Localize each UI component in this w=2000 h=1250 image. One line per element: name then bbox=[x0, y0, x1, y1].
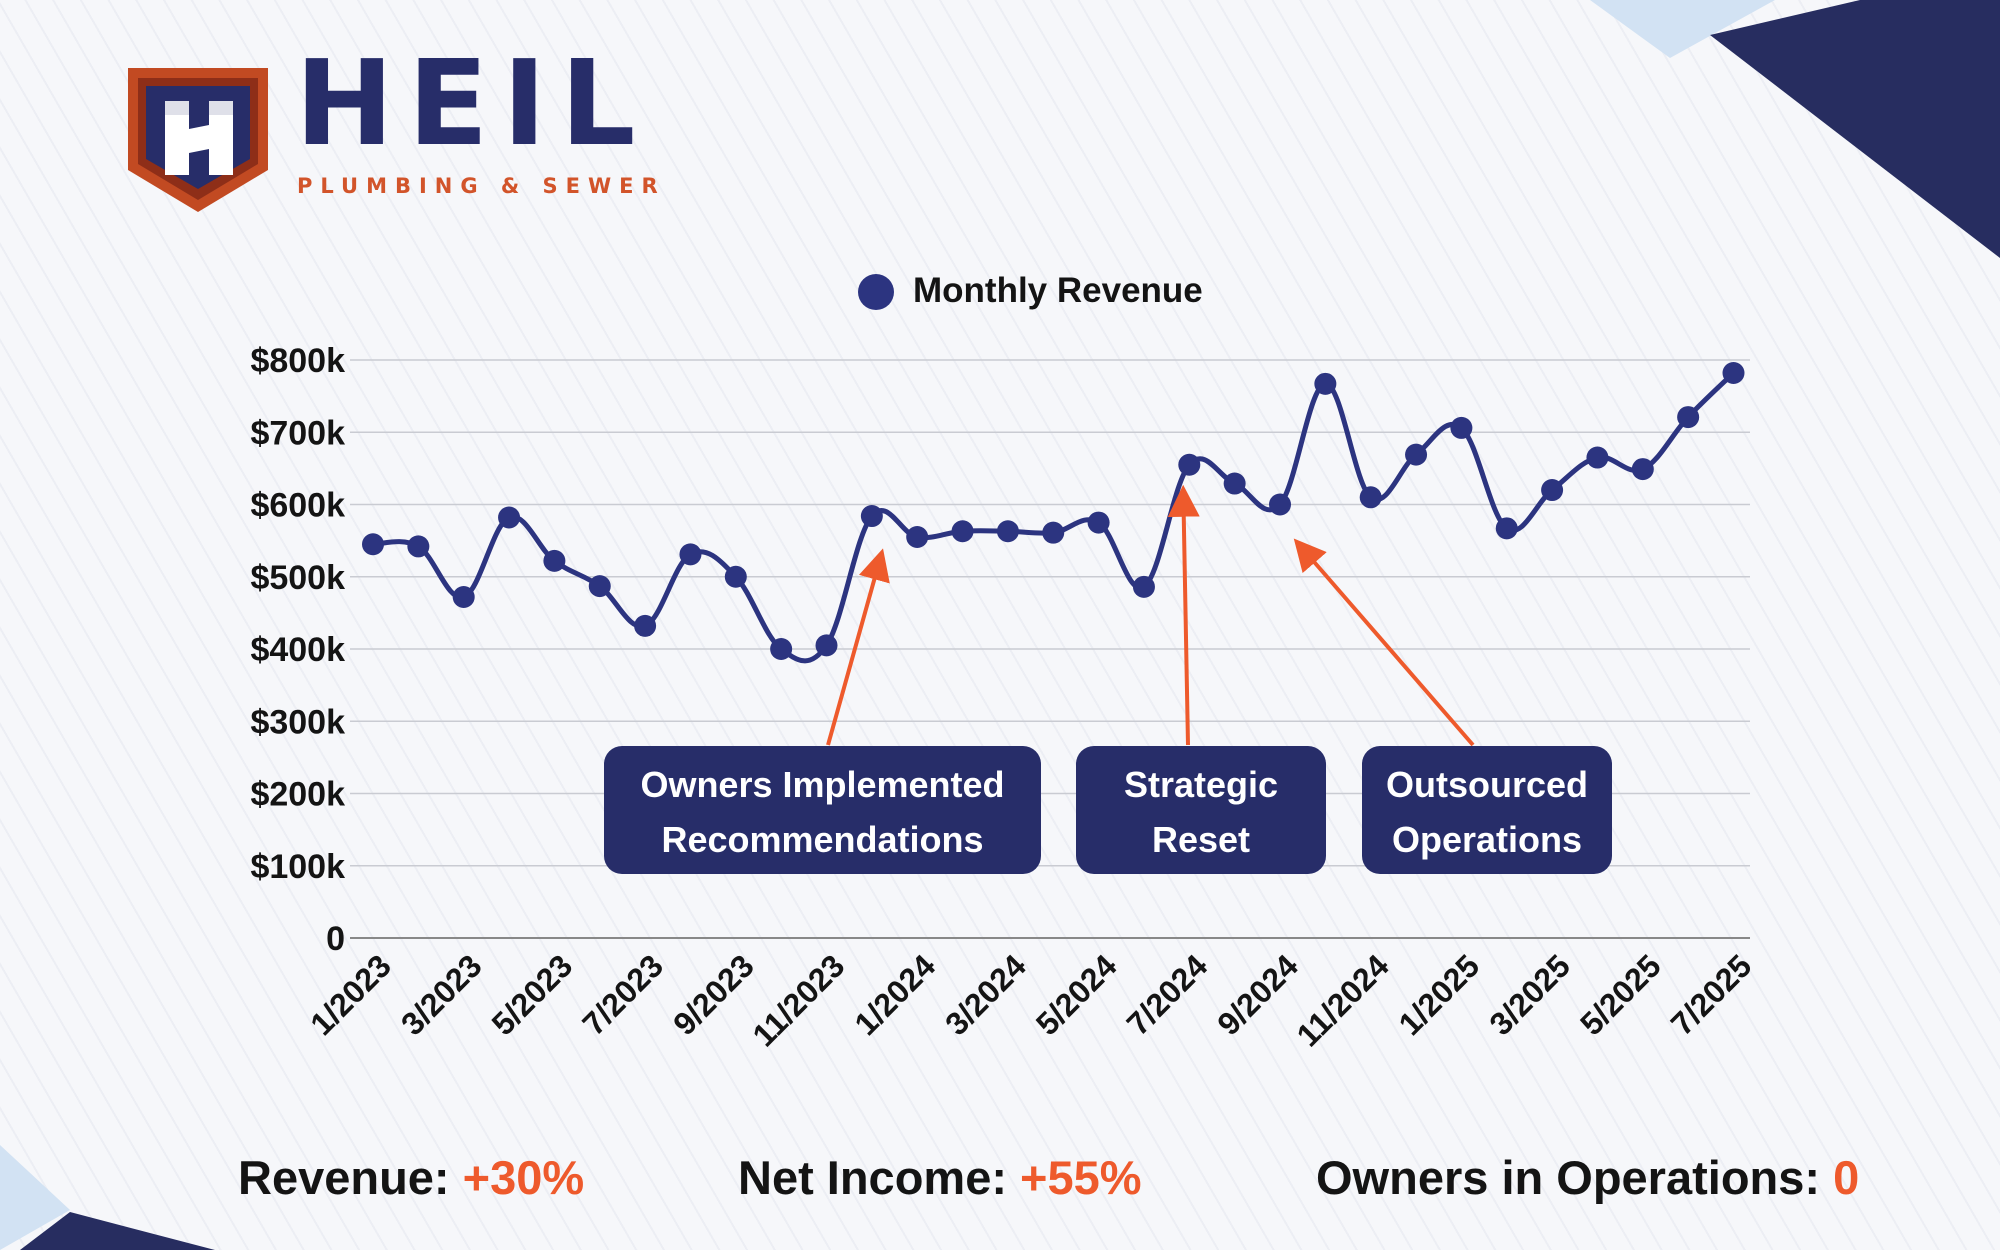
annotation-arrow bbox=[1167, 484, 1200, 746]
data-point bbox=[1042, 521, 1065, 544]
data-point bbox=[951, 520, 974, 543]
data-point bbox=[724, 565, 747, 588]
stat-net-income: Net Income: +55% bbox=[738, 1150, 1142, 1205]
corner-decoration-bottom-left bbox=[0, 1145, 215, 1250]
annotation-arrow bbox=[1293, 538, 1475, 747]
x-tick-label: 5/2025 bbox=[1573, 947, 1668, 1042]
y-tick-label: 0 bbox=[326, 920, 345, 958]
data-point bbox=[407, 535, 430, 558]
heil-shield-logo bbox=[128, 68, 268, 212]
x-tick-label: 5/2023 bbox=[485, 947, 580, 1042]
y-tick-label: $300k bbox=[250, 703, 345, 741]
annotation-label: Owners Implemented bbox=[640, 764, 1004, 805]
x-tick-label: 3/2024 bbox=[938, 947, 1033, 1042]
annotation-box bbox=[1362, 746, 1612, 874]
y-tick-label: $200k bbox=[250, 776, 345, 814]
data-point bbox=[362, 533, 384, 556]
annotation-label: Outsourced bbox=[1386, 764, 1588, 805]
data-point bbox=[1132, 575, 1155, 598]
annotation-box bbox=[1076, 746, 1326, 874]
data-point bbox=[1677, 406, 1700, 429]
x-tick-label: 7/2024 bbox=[1120, 947, 1215, 1042]
data-point bbox=[815, 634, 838, 657]
data-point bbox=[1223, 472, 1246, 495]
y-tick-label: $800k bbox=[250, 342, 345, 380]
x-tick-label: 1/2024 bbox=[847, 947, 942, 1042]
y-tick-label: $700k bbox=[250, 414, 345, 452]
brand-tagline: PLUMBING & SEWER bbox=[297, 174, 666, 198]
x-tick-label: 1/2025 bbox=[1392, 947, 1487, 1042]
y-tick-label: $400k bbox=[250, 631, 345, 669]
data-point bbox=[1405, 443, 1428, 466]
data-point bbox=[588, 575, 611, 598]
x-tick-label: 3/2025 bbox=[1482, 947, 1577, 1042]
data-point bbox=[1178, 453, 1201, 476]
data-point bbox=[1631, 458, 1654, 481]
stat-net-income-value: +55% bbox=[1020, 1151, 1142, 1204]
data-point bbox=[1495, 517, 1518, 540]
revenue-line-chart: Monthly Revenue 0 $100k $200k $300k $400k $500… bbox=[250, 271, 1759, 1053]
data-point bbox=[1722, 362, 1745, 385]
annotation-label: Recommendations bbox=[661, 819, 983, 860]
y-tick-label: $500k bbox=[250, 559, 345, 597]
data-point bbox=[906, 526, 929, 549]
data-point bbox=[498, 506, 521, 529]
data-point bbox=[1586, 446, 1609, 469]
x-tick-label: 11/2024 bbox=[1290, 947, 1396, 1053]
annotation-arrow bbox=[826, 548, 890, 746]
y-tick-label: $600k bbox=[250, 487, 345, 525]
legend-label: Monthly Revenue bbox=[913, 271, 1203, 310]
data-point bbox=[1450, 416, 1473, 439]
x-tick-label: 1/2023 bbox=[303, 947, 398, 1042]
x-tick-label: 11/2023 bbox=[745, 947, 851, 1053]
data-point bbox=[452, 585, 475, 608]
y-tick-label: $100k bbox=[250, 848, 345, 886]
stat-owners-label: Owners in Operations: bbox=[1316, 1151, 1834, 1204]
legend-marker bbox=[858, 274, 894, 310]
x-tick-label: 3/2023 bbox=[394, 947, 489, 1042]
stat-revenue-value: +30% bbox=[462, 1151, 585, 1204]
data-point bbox=[634, 614, 657, 637]
stat-owners-in-operations: Owners in Operations: 0 bbox=[1316, 1150, 1859, 1205]
data-point bbox=[1269, 493, 1291, 516]
annotation-label: Operations bbox=[1392, 819, 1582, 860]
stat-owners-value: 0 bbox=[1833, 1151, 1860, 1204]
series-line-monthly-revenue bbox=[372, 371, 1736, 664]
data-point bbox=[1087, 511, 1110, 534]
data-point bbox=[1541, 479, 1564, 502]
data-point bbox=[860, 505, 883, 528]
data-point bbox=[543, 549, 566, 572]
x-tick-label: 7/2023 bbox=[575, 947, 670, 1042]
corner-decoration-top-right bbox=[1590, 0, 2000, 258]
annotation-label: Strategic bbox=[1124, 764, 1278, 805]
stat-revenue: Revenue: +30% bbox=[238, 1150, 584, 1205]
stat-net-income-label: Net Income: bbox=[738, 1151, 1021, 1204]
data-point bbox=[996, 520, 1019, 543]
data-point bbox=[1359, 486, 1382, 509]
data-point bbox=[770, 638, 793, 660]
stat-revenue-label: Revenue: bbox=[238, 1151, 463, 1204]
x-tick-label: 5/2024 bbox=[1029, 947, 1124, 1042]
annotation-label: Reset bbox=[1152, 819, 1250, 860]
x-tick-label: 7/2025 bbox=[1664, 947, 1759, 1042]
data-point bbox=[1314, 372, 1337, 395]
data-point bbox=[679, 543, 702, 566]
brand-name: HEIL bbox=[295, 34, 650, 172]
annotation-box bbox=[604, 746, 1041, 874]
